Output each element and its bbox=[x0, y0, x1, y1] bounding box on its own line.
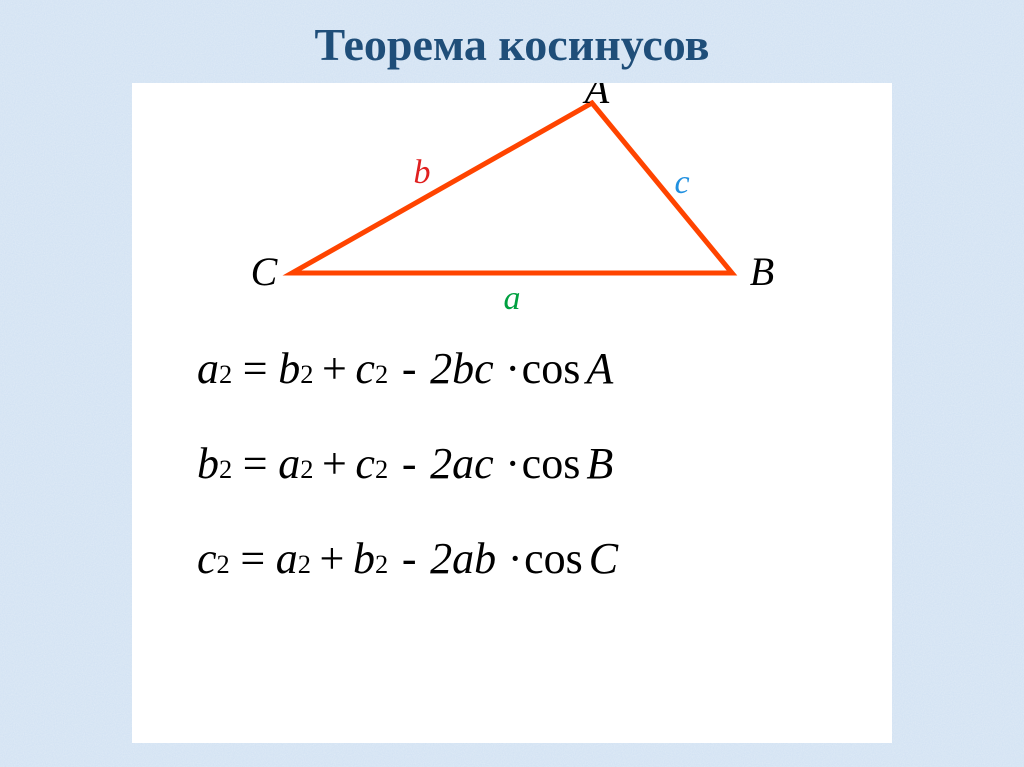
vertex-label-B: B bbox=[750, 249, 774, 294]
title-text: Теорема косинусов bbox=[315, 19, 710, 70]
formula-block: a2=b2+c2-2bc·cosAb2=a2+c2-2ac·cosBc2=a2+… bbox=[132, 313, 892, 628]
vertex-label-A: A bbox=[582, 83, 610, 112]
side-label-a: a bbox=[504, 280, 521, 313]
formula-row-c: c2=a2+b2-2ab·cosC bbox=[197, 533, 892, 628]
formula-row-a: a2=b2+c2-2bc·cosA bbox=[197, 343, 892, 438]
slide-title: Теорема косинусов bbox=[0, 0, 1024, 71]
side-label-c: c bbox=[674, 164, 689, 201]
vertex-label-C: C bbox=[251, 249, 279, 294]
triangle-diagram: A B Ca b c bbox=[232, 83, 792, 313]
side-label-b: b bbox=[414, 154, 431, 191]
formula-row-b: b2=a2+c2-2ac·cosB bbox=[197, 438, 892, 533]
content-panel: A B Ca b c a2=b2+c2-2bc·cosAb2=a2+c2-2ac·cos… bbox=[132, 83, 892, 743]
slide-content: Теорема косинусов A B Ca b c a2=b2+c2-2bc·co… bbox=[0, 0, 1024, 767]
triangle-shape bbox=[292, 103, 732, 273]
